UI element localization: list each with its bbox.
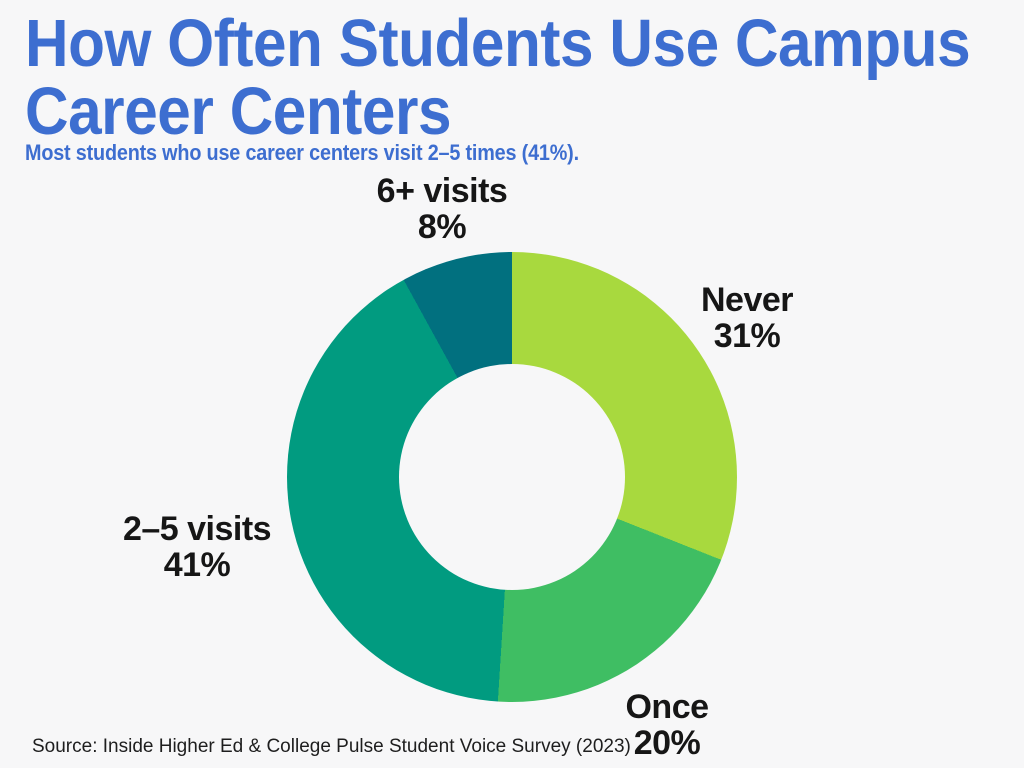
chart-subtitle: Most students who use career centers vis… bbox=[25, 140, 579, 165]
chart-title: How Often Students Use Campus Career Cen… bbox=[25, 6, 971, 149]
slice-label-text: Never bbox=[700, 281, 794, 319]
donut-hole bbox=[399, 364, 625, 590]
slice-label-6-plus-visits: 6+ visits 8% bbox=[377, 173, 508, 245]
slice-label-2-5-visits: 2–5 visits 41% bbox=[122, 510, 272, 584]
slice-label-pct: 31% bbox=[713, 317, 781, 355]
slice-label-pct: 8% bbox=[417, 208, 467, 246]
slice-label-text: Once bbox=[625, 688, 709, 726]
source-note: Source: Inside Higher Ed & College Pulse… bbox=[32, 736, 631, 757]
chart-title-line-1: How Often Students Use Campus bbox=[25, 6, 971, 81]
slice-label-text: 2–5 visits bbox=[122, 510, 272, 548]
slice-label-pct: 41% bbox=[163, 546, 231, 584]
chart-title-line-2: Career Centers bbox=[25, 74, 452, 149]
slice-label-pct: 20% bbox=[633, 724, 701, 762]
slice-label-never: Never 31% bbox=[700, 281, 794, 355]
slice-label-text: 6+ visits bbox=[376, 172, 508, 210]
slice-label-once: Once 20% bbox=[625, 688, 709, 762]
